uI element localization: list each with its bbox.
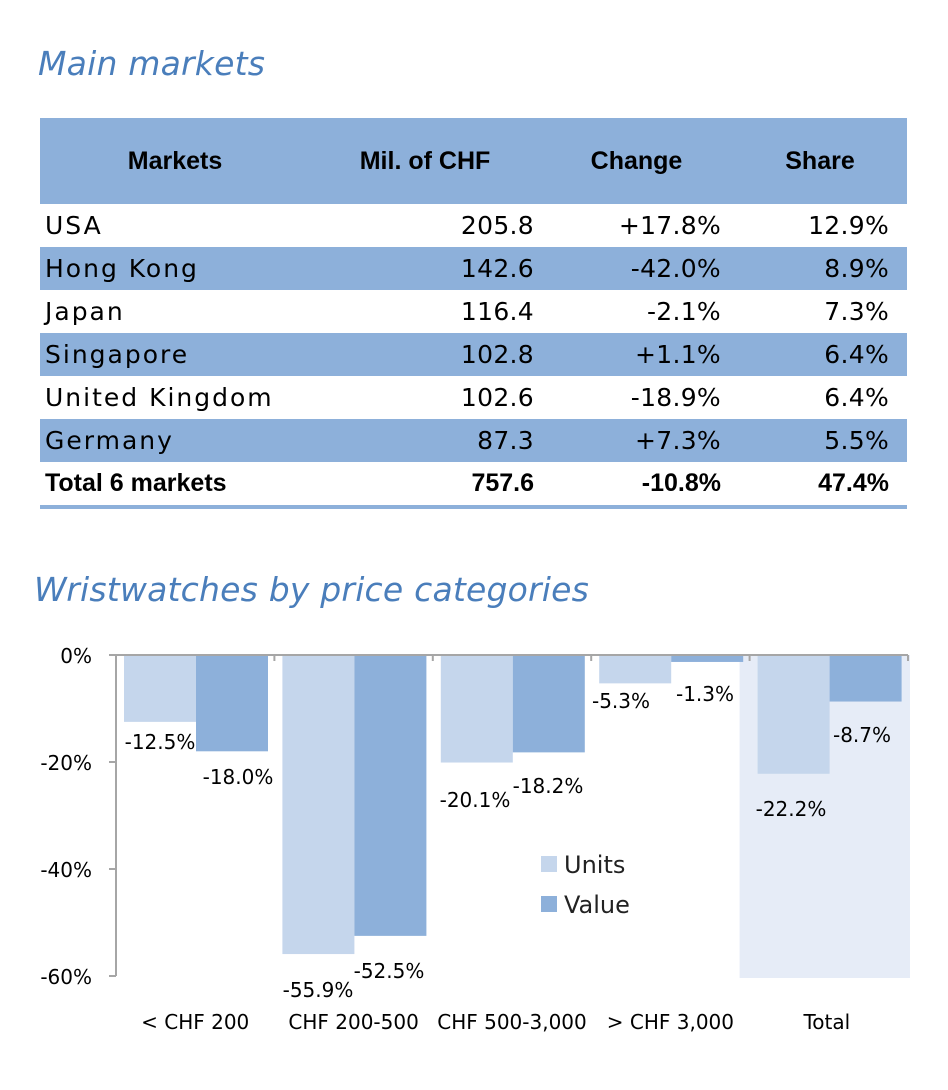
header-mil-chf: Mil. of CHF [310,118,540,204]
bar-units [757,655,830,774]
data-label-units: -20.1% [440,788,511,812]
data-label-units: -55.9% [283,978,354,1002]
table-row: Hong Kong 142.6 -42.0% 8.9% [40,247,907,290]
market-name: Germany [40,419,310,462]
y-tick-label: -60% [40,965,92,989]
data-label-units: -5.3% [592,689,650,713]
market-share: 7.3% [824,297,889,326]
table-row: Japan 116.4 -2.1% 7.3% [40,290,907,333]
market-value: 205.8 [460,211,534,240]
legend-label-units: Units [564,851,625,879]
header-share: Share [733,118,907,204]
x-category-label: CHF 200-500 [288,1010,418,1034]
y-tick-label: -20% [40,751,92,775]
data-label-value: -18.0% [203,765,274,789]
table-row: USA 205.8 +17.8% 12.9% [40,204,907,247]
header-change: Change [540,118,733,204]
total-share: 47.4% [733,462,907,507]
total-name: Total 6 markets [40,462,310,507]
market-share: 5.5% [733,419,907,462]
table-total-row: Total 6 markets 757.6 -10.8% 47.4% [40,462,907,507]
bar-units [282,655,355,955]
market-value: 116.4 [460,297,534,326]
bar-units [440,655,513,763]
market-name: USA [45,211,103,240]
y-tick-label: 0% [60,644,92,668]
market-name: Japan [45,297,125,326]
data-label-value: -52.5% [354,959,425,983]
market-change: +17.8% [618,211,721,240]
bar-value [671,655,744,662]
bar-units [124,655,196,722]
table-row: Singapore 102.8 +1.1% 6.4% [40,333,907,376]
x-category-label: < CHF 200 [141,1010,249,1034]
market-value: 87.3 [310,419,540,462]
market-share: 6.4% [824,383,889,412]
market-name: United Kingdom [45,383,274,412]
data-label-units: -12.5% [125,730,196,754]
legend-swatch-units [541,856,557,872]
market-value: 142.6 [310,247,540,290]
main-markets-title: Main markets [38,44,266,83]
bar-value [196,655,268,752]
wristwatches-title: Wristwatches by price categories [34,570,590,609]
bar-value [354,655,427,936]
table-row: Germany 87.3 +7.3% 5.5% [40,419,907,462]
bar-value [829,655,902,702]
data-label-units: -22.2% [756,797,827,821]
price-category-bar-chart: 0% -20% -40% -60% -12.5% -55.9% -20.1% -5.3% -22… [40,644,910,1034]
market-value: 102.8 [310,333,540,376]
table-header-row: Markets Mil. of CHF Change Share [40,118,907,204]
x-category-label: CHF 500-3,000 [437,1010,587,1034]
data-label-value: -18.2% [513,774,584,798]
data-label-value: -8.7% [833,723,891,747]
market-change: -2.1% [646,297,721,326]
market-share: 6.4% [733,333,907,376]
market-name: Singapore [40,333,310,376]
data-label-value: -1.3% [676,682,734,706]
x-category-label: Total [802,1010,850,1034]
y-tick-label: -40% [40,858,92,882]
market-share: 8.9% [733,247,907,290]
table-row: United Kingdom 102.6 -18.9% 6.4% [40,376,907,419]
bar-units [599,655,672,684]
market-change: -18.9% [630,383,721,412]
total-value: 757.6 [310,462,540,507]
legend-label-value: Value [564,891,630,919]
market-change: +7.3% [540,419,733,462]
market-value: 102.6 [460,383,534,412]
main-markets-table: Markets Mil. of CHF Change Share USA 205… [40,118,907,509]
market-change: -42.0% [540,247,733,290]
legend-swatch-value [541,896,557,912]
bar-value [512,655,585,753]
market-name: Hong Kong [40,247,310,290]
market-share: 12.9% [808,211,889,240]
market-change: +1.1% [540,333,733,376]
x-category-label: > CHF 3,000 [607,1010,734,1034]
header-markets: Markets [40,118,310,204]
total-change: -10.8% [540,462,733,507]
